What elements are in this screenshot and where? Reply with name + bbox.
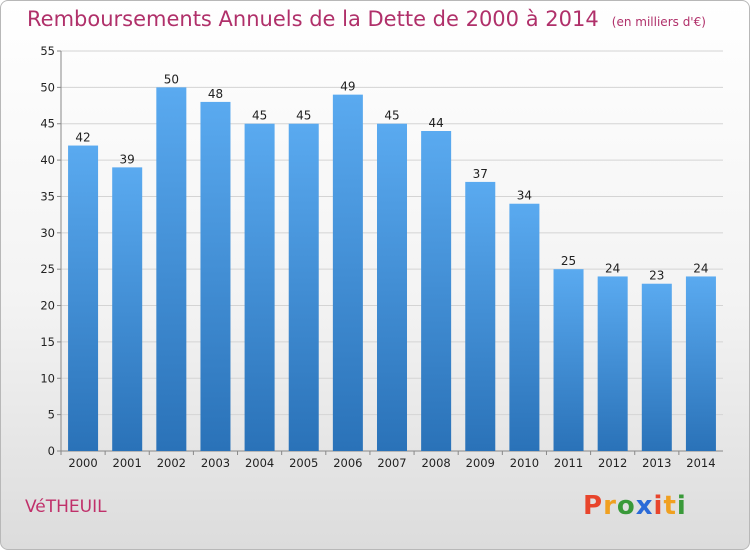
y-tick-label: 15 [40, 335, 55, 349]
y-tick-label: 10 [40, 371, 55, 385]
x-tick-label: 2001 [113, 456, 142, 470]
chart-title: Remboursements Annuels de la Dette de 20… [27, 7, 599, 31]
x-tick-label: 2007 [377, 456, 406, 470]
bar [421, 131, 452, 451]
bar-value-label: 39 [120, 152, 135, 166]
y-tick-label: 55 [40, 44, 55, 58]
bar [376, 123, 408, 452]
commune-name: VéTHEUIL [25, 497, 107, 517]
y-tick-label: 45 [40, 117, 55, 131]
bar-value-label: 45 [296, 109, 311, 123]
y-tick-label: 30 [40, 226, 55, 240]
bar-value-label: 24 [605, 261, 620, 275]
bar-value-label: 44 [428, 116, 443, 130]
bar [332, 94, 363, 452]
logo-letter: o [616, 491, 636, 521]
x-tick-label: 2003 [201, 456, 230, 470]
bar-value-label: 45 [384, 109, 399, 123]
title-bar: Remboursements Annuels de la Dette de 20… [27, 7, 706, 31]
labels: 0 5 10 15 20 25 30 35 40 45 50 55 42 2000 39 2001 50 2002… [40, 44, 715, 470]
bar [288, 123, 319, 452]
y-tick-label: 20 [40, 299, 55, 313]
bar-value-label: 37 [473, 167, 488, 181]
x-tick-label: 2002 [157, 456, 186, 470]
x-tick-label: 2006 [333, 456, 362, 470]
logo-letter: P [583, 491, 604, 521]
x-tick-label: 2014 [686, 456, 715, 470]
logo-letter: t [663, 491, 677, 521]
bar-value-label: 25 [561, 254, 576, 268]
x-tick-label: 2010 [510, 456, 539, 470]
y-tick-label: 40 [40, 153, 55, 167]
bar-value-label: 50 [164, 72, 179, 86]
x-tick-label: 2009 [466, 456, 495, 470]
logo-letter: r [603, 491, 617, 521]
bar-value-label: 24 [693, 261, 708, 275]
y-tick-label: 5 [48, 408, 55, 422]
x-tick-label: 2004 [245, 456, 274, 470]
bar [112, 167, 143, 451]
bar [68, 145, 99, 451]
bar-value-label: 49 [340, 80, 355, 94]
bar [553, 269, 584, 451]
bar-value-label: 42 [75, 131, 90, 145]
bar [244, 123, 275, 452]
y-tick-label: 50 [40, 80, 55, 94]
bar [641, 283, 672, 451]
y-tick-label: 35 [40, 189, 55, 203]
bar [465, 181, 496, 451]
chart-subtitle: (en milliers d'€) [611, 15, 706, 29]
bars [68, 87, 716, 452]
bar-value-label: 45 [252, 109, 267, 123]
logo-letter: x [635, 491, 654, 521]
bar-value-label: 34 [517, 189, 532, 203]
bar [509, 203, 540, 451]
y-tick-label: 0 [48, 444, 55, 458]
y-tick-label: 25 [40, 262, 55, 276]
logo-letter: i [676, 491, 687, 521]
bar-value-label: 48 [208, 87, 223, 101]
bar-value-label: 23 [649, 269, 664, 283]
proxiti-logo[interactable]: Proxiti [583, 491, 687, 521]
bar [597, 276, 628, 451]
logo-letter: i [653, 491, 664, 521]
bar [156, 87, 187, 451]
x-tick-label: 2011 [554, 456, 583, 470]
bar [200, 101, 231, 451]
x-tick-label: 2012 [598, 456, 627, 470]
bar [685, 276, 716, 451]
x-tick-label: 2005 [289, 456, 318, 470]
x-tick-label: 2000 [68, 456, 97, 470]
x-tick-label: 2008 [421, 456, 450, 470]
x-tick-label: 2013 [642, 456, 671, 470]
